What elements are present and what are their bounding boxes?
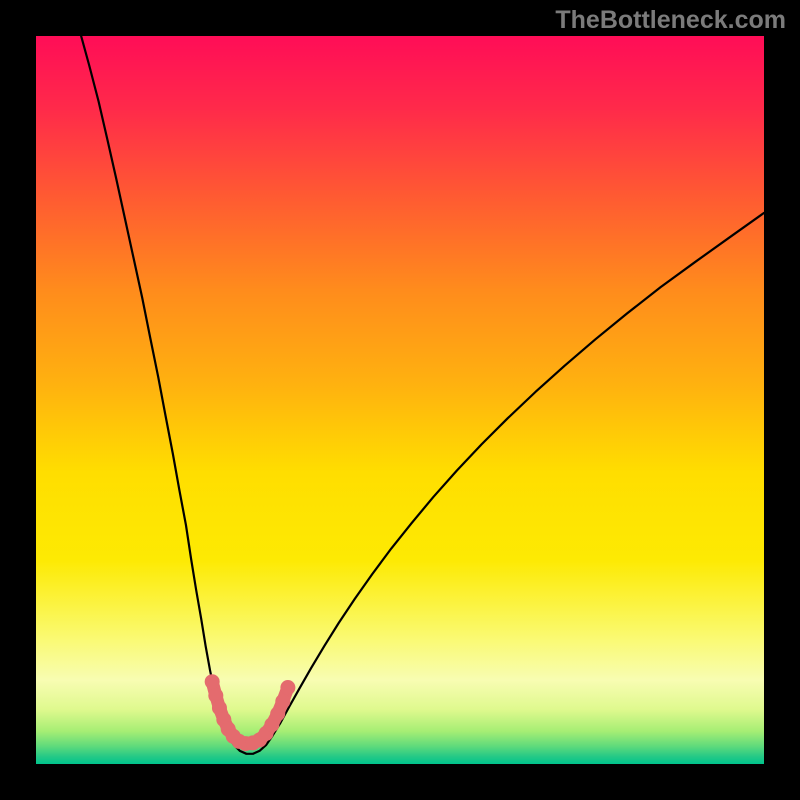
highlight-marker xyxy=(280,680,295,695)
gradient-background xyxy=(36,36,764,764)
highlight-marker xyxy=(205,674,220,689)
watermark-label: TheBottleneck.com xyxy=(555,6,786,35)
highlight-marker xyxy=(275,694,290,709)
plot-area xyxy=(36,36,764,764)
plot-svg xyxy=(36,36,764,764)
